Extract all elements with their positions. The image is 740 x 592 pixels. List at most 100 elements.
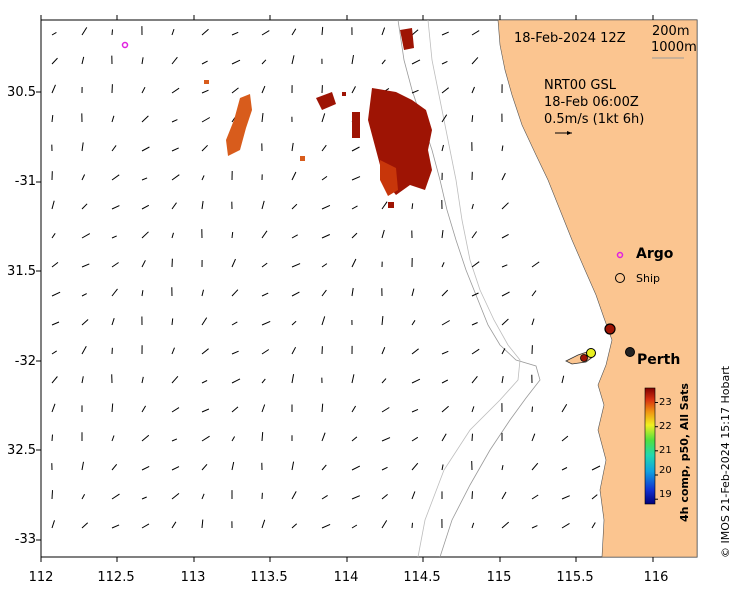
y-tick-label: 31.5 (7, 264, 36, 279)
current-vector (291, 55, 295, 65)
contour-1000m (417, 19, 521, 558)
current-vector (111, 435, 115, 442)
ship-marker-4[interactable] (580, 354, 588, 362)
current-vector (111, 318, 115, 326)
current-vector (381, 520, 388, 529)
current-vector (561, 435, 569, 442)
current-vector (411, 89, 419, 94)
current-vector (321, 26, 324, 36)
current-vector (501, 465, 504, 471)
current-vector (471, 522, 475, 529)
current-vector (471, 433, 473, 442)
current-vector (201, 380, 208, 384)
current-vector (351, 86, 356, 94)
current-vector (441, 87, 450, 94)
current-scale-arrowhead (567, 131, 572, 135)
current-vector (291, 171, 297, 181)
current-vector (81, 27, 88, 36)
current-vector (531, 494, 539, 500)
current-vector (81, 142, 84, 152)
current-vector (441, 289, 449, 297)
current-vector (261, 59, 267, 65)
current-vector (81, 345, 87, 355)
current-vector (261, 200, 265, 210)
current-vector (411, 378, 421, 384)
current-vector (531, 261, 540, 268)
current-vector (201, 28, 209, 36)
current-vector (411, 348, 419, 355)
current-vector (471, 261, 480, 268)
current-vector (291, 523, 298, 529)
current-vector (471, 231, 478, 239)
x-tick-label: 114.5 (403, 570, 441, 585)
current-vector (51, 350, 57, 355)
current-vector (291, 346, 297, 355)
current-vector (411, 522, 413, 529)
ship-marker-2[interactable] (625, 347, 635, 357)
current-vector (321, 464, 327, 471)
current-vector (261, 230, 268, 239)
current-vector (291, 234, 298, 239)
current-vectors (51, 26, 601, 529)
current-vector (351, 436, 358, 442)
current-vector (141, 177, 148, 181)
current-vector (111, 235, 117, 239)
current-vector (171, 232, 174, 239)
current-vector (411, 408, 419, 413)
current-vector (201, 117, 211, 123)
current-vector (141, 465, 150, 471)
current-vector (111, 174, 120, 181)
current-vector (111, 205, 120, 210)
ship-marker[interactable] (604, 323, 616, 335)
current-vector (201, 317, 208, 326)
current-vector (471, 115, 474, 123)
current-vector (531, 433, 536, 442)
ship-marker-3[interactable] (586, 348, 596, 358)
legend-argo-label: Argo (636, 246, 674, 262)
current-vector (381, 437, 391, 442)
current-vector (171, 466, 180, 471)
x-tick-label: 115 (486, 570, 512, 585)
argo-float-marker[interactable] (121, 41, 129, 49)
current-vector (171, 407, 180, 413)
current-vector (141, 523, 150, 529)
contour-200m-label: 200m (652, 24, 690, 39)
current-vector (111, 524, 120, 529)
current-vector (261, 432, 264, 442)
current-vector (381, 27, 386, 36)
current-vector (441, 320, 450, 326)
current-vector (261, 349, 270, 355)
current-vector (291, 320, 297, 326)
current-vector (411, 462, 419, 471)
current-vector (201, 463, 208, 471)
current-vector (231, 321, 238, 326)
credit-label: © IMOS 21-Feb-2024 15:17 Hobart (719, 365, 732, 558)
current-vector (171, 119, 178, 123)
current-vector (351, 495, 360, 500)
current-vector (261, 85, 266, 94)
current-vector (141, 290, 144, 297)
current-vector (351, 258, 357, 268)
current-vector (261, 378, 266, 384)
current-vector (201, 144, 208, 152)
current-vector (231, 258, 236, 268)
current-vector (171, 375, 179, 384)
current-vector (231, 231, 234, 239)
current-vector (381, 201, 388, 210)
sst-speck (342, 92, 346, 96)
colorbar-tick-label: 21 (659, 445, 672, 456)
colorbar-tick-label: 19 (659, 489, 672, 500)
current-vector (111, 288, 118, 297)
current-vector (291, 461, 295, 471)
current-vector (531, 406, 533, 413)
sst-patch-mid (316, 92, 336, 110)
current-vector (141, 146, 150, 152)
current-vector (321, 234, 331, 239)
current-time-label: 18-Feb 06:00Z (544, 95, 639, 110)
current-vector (81, 522, 89, 529)
current-vector (471, 375, 478, 384)
current-vector (51, 115, 54, 123)
current-vector (411, 491, 416, 500)
current-vector (231, 350, 239, 355)
